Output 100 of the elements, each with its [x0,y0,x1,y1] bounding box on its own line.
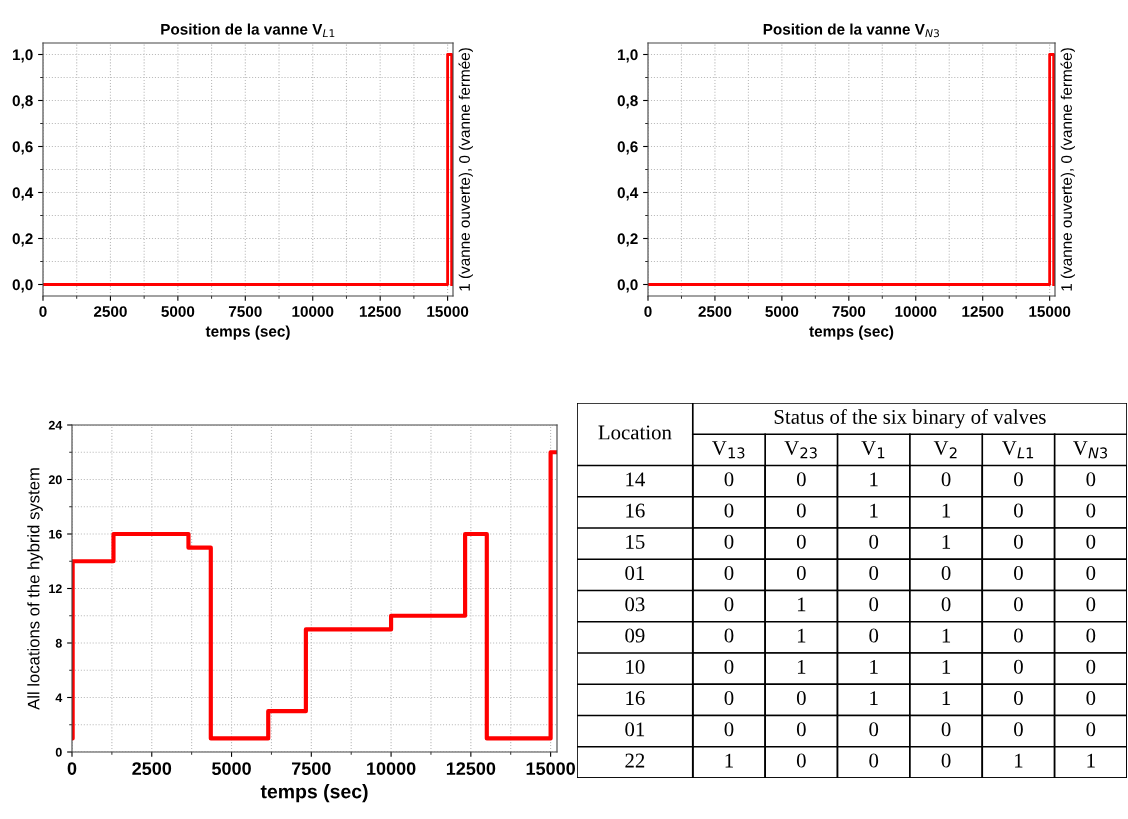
data-label: 1 [797,597,806,612]
x-tick-label: V$_{13}$ [712,441,745,459]
data-label: 0 [1014,534,1023,549]
x-tick-label: 0 [67,762,77,775]
y-tick-label: 0,8 [617,95,638,109]
y-tick-label: 15 [626,534,645,549]
x-tick-label: 5000 [212,762,251,775]
x-tick-label: 0 [644,306,652,317]
data-label: 0 [869,597,879,612]
y-tick-label: 8 [55,638,62,648]
y-tick-label: 09 [625,628,645,643]
data-label: 0 [724,503,734,518]
x-axis-title: temps (sec) [205,325,290,340]
x-tick-label: 2500 [132,762,172,775]
x-tick-label: 2500 [93,306,127,317]
x-axis-title: temps (sec) [809,325,894,340]
data-label: 0 [1014,691,1023,706]
y-tick-label: 16 [626,691,645,706]
data-label: 0 [869,722,879,737]
y-axis-title: 1 (vanne ouverte), 0 (vanne fermée) [458,48,473,291]
y-axis-title: Location [598,425,672,440]
data-label: 0 [1014,628,1023,643]
data-label: 1 [797,628,806,643]
x-tick-label: V$_{L1}$ [1002,441,1034,459]
x-tick-label: 5000 [161,306,195,317]
data-label: 1 [942,659,951,674]
y-tick-label: 14 [626,472,645,487]
data-label: 0 [796,722,806,737]
data-label: 0 [941,597,951,612]
y-tick-label: 12 [49,584,62,594]
x-tick-label: 15000 [1029,306,1071,317]
data-label: 1 [870,472,878,487]
y-tick-label: 0,0 [617,279,638,293]
x-tick-label: 5000 [765,306,799,317]
data-label: 0 [869,566,879,581]
x-tick-label: V$_{23}$ [784,441,817,459]
data-label: 0 [1086,503,1096,518]
y-tick-label: 4 [55,693,63,703]
data-label: 0 [724,691,734,706]
y-tick-label: 0,2 [617,233,638,247]
data-label: 0 [796,503,806,518]
data-label: 0 [796,472,806,487]
chart-title: Position de la vanne V$_{N3}$ [763,23,939,38]
x-tick-label: 7500 [292,762,331,775]
data-label: 0 [1014,472,1023,487]
y-tick-label: 16 [626,503,645,518]
data-label: 0 [724,659,734,674]
data-label: 0 [1014,659,1023,674]
data-label: 0 [796,534,806,549]
y-tick-label: 0,4 [617,187,639,201]
data-label: 0 [1014,566,1023,581]
y-tick-label: 1,0 [13,49,33,63]
data-label: 0 [941,722,951,737]
data-label: 0 [1014,503,1023,518]
y-axis-title: 1 (vanne ouverte), 0 (vanne fermée) [1060,48,1075,291]
data-label: 1 [942,503,951,518]
y-tick-label: 1,0 [618,49,638,63]
y-tick-label: 16 [49,529,62,539]
data-label: 0 [724,566,734,581]
x-tick-label: 7500 [832,306,866,317]
data-label: 0 [869,628,879,643]
data-label: 0 [724,628,734,643]
y-tick-label: 0,0 [12,279,33,293]
x-axis-title: temps (sec) [260,784,368,803]
data-label: 0 [796,691,806,706]
data-label: 1 [1015,753,1023,768]
x-tick-label: 10000 [367,762,416,775]
chart-title: Status of the six binary of valves [774,409,1046,429]
x-tick-label: 12500 [962,306,1004,317]
data-label: 0 [941,566,951,581]
x-tick-label: V$_{N3}$ [1073,441,1108,459]
x-tick-label: 10000 [895,306,937,317]
data-label: 1 [797,659,806,674]
x-tick-label: 15000 [427,306,469,317]
data-label: 0 [1086,722,1096,737]
data-label: 0 [724,722,734,737]
y-tick-label: 01 [625,722,645,737]
y-tick-label: 0,4 [12,187,34,201]
data-label: 0 [1086,659,1096,674]
y-tick-label: 24 [48,420,63,430]
data-label: 0 [869,534,879,549]
y-tick-label: 0,2 [12,233,33,247]
data-label: 1 [870,659,878,674]
data-label: 0 [796,566,806,581]
data-label: 1 [870,503,878,518]
y-tick-label: 0,8 [12,95,33,109]
y-tick-label: 01 [625,566,645,581]
data-label: 0 [1086,691,1096,706]
x-tick-label: 7500 [228,306,262,317]
x-tick-label: 10000 [292,306,334,317]
data-label: 1 [942,628,951,643]
y-axis-title: All locations of the hybrid system [27,468,43,710]
chart-title: Position de la vanne V$_{L1}$ [161,23,335,38]
y-tick-label: 0 [55,747,62,757]
y-tick-label: 10 [626,659,645,674]
data-label: 0 [1014,722,1023,737]
data-label: 1 [942,691,951,705]
data-label: 1 [942,534,951,549]
data-label: 0 [1086,597,1096,612]
data-label: 0 [1086,534,1096,549]
